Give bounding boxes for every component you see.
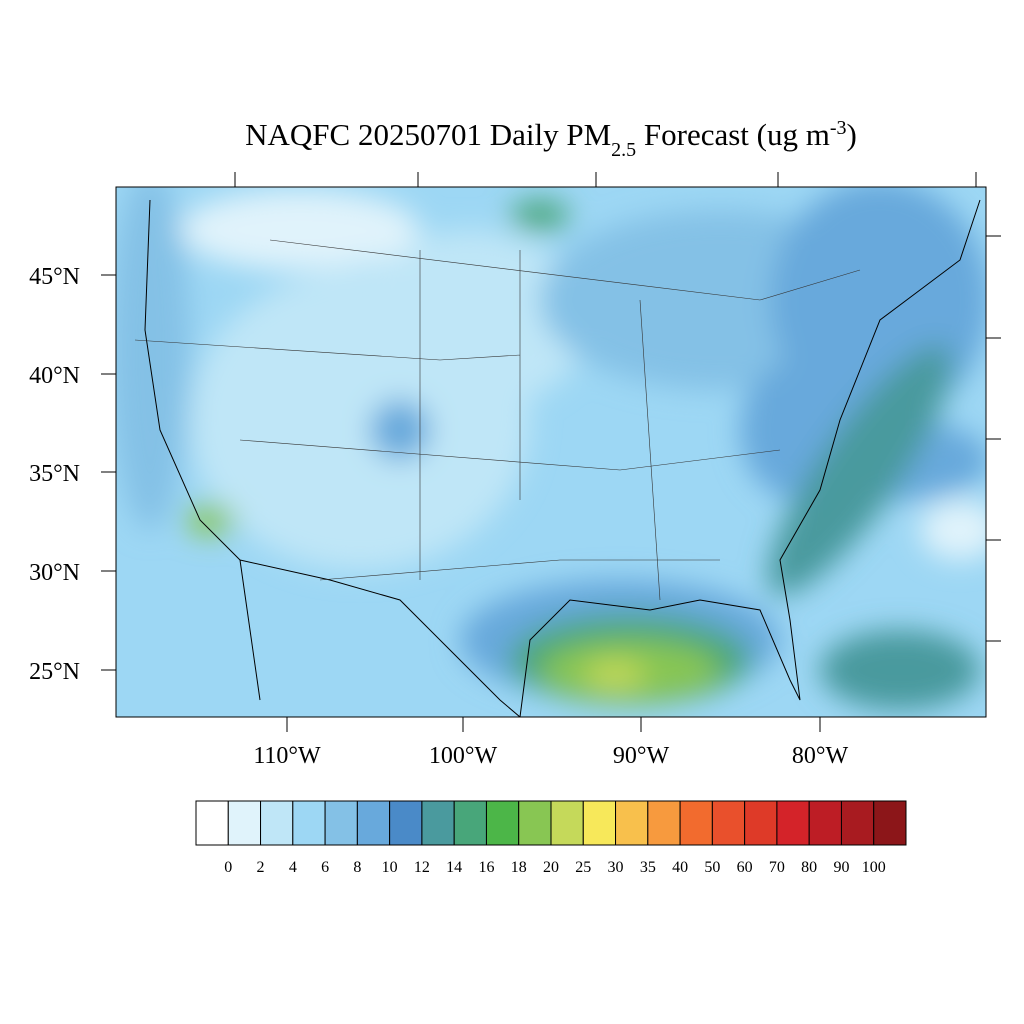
colorbar-label: 6 [321, 859, 329, 876]
title-end: ) [847, 117, 857, 152]
colorbar-box [324, 800, 358, 846]
colorbar-box [615, 800, 649, 846]
colorbar-label: 14 [446, 859, 462, 876]
map-frame [115, 186, 987, 718]
colorbar-box [356, 800, 391, 846]
lat-label: 45°N [29, 264, 80, 290]
lat-label: 40°N [29, 363, 80, 389]
colorbar-label: 60 [737, 859, 753, 876]
colorbar-box [873, 800, 907, 846]
colorbar-label: 16 [478, 859, 494, 876]
colorbar-label: 8 [353, 859, 361, 876]
colorbar-box [195, 800, 229, 846]
colorbar-label: 18 [511, 859, 527, 876]
title: NAQFC 20250701 Daily PM2.5 Forecast (ug … [245, 117, 857, 161]
title-sup: -3 [830, 117, 847, 139]
colorbar-label: 50 [704, 859, 720, 876]
colorbar-box [840, 800, 875, 846]
colorbar-box [227, 800, 262, 846]
colorbar-label: 25 [575, 859, 591, 876]
lon-label: 90°W [613, 743, 670, 769]
lon-label: 80°W [792, 743, 849, 769]
lat-label: 35°N [29, 461, 80, 487]
colorbar-box [582, 800, 617, 846]
colorbar-box [679, 800, 713, 846]
colorbar-box [744, 800, 778, 846]
colorbar-box [518, 800, 552, 846]
colorbar-box [550, 800, 584, 846]
title-sub: 2.5 [611, 139, 636, 161]
colorbar-label: 100 [862, 859, 886, 876]
colorbar-label: 10 [382, 859, 398, 876]
colorbar-label: 2 [257, 859, 265, 876]
lon-label: 100°W [429, 743, 498, 769]
colorbar-label: 4 [289, 859, 297, 876]
colorbar-box [711, 800, 746, 846]
colorbar-box [808, 800, 842, 846]
colorbar-label: 70 [769, 859, 785, 876]
colorbar-label: 40 [672, 859, 688, 876]
colorbar-box [260, 800, 294, 846]
map-ticks [101, 172, 1001, 732]
colorbar-label: 20 [543, 859, 559, 876]
colorbar-label: 80 [801, 859, 817, 876]
colorbar-box [647, 800, 681, 846]
lat-label: 25°N [29, 659, 80, 685]
colorbar-box [453, 800, 487, 846]
colorbar-label: 90 [833, 859, 849, 876]
lat-label: 30°N [29, 560, 80, 586]
colorbar-box [421, 800, 455, 846]
colorbar-box [485, 800, 520, 846]
colorbar-label: 30 [608, 859, 624, 876]
title-main: NAQFC 20250701 Daily PM [245, 117, 611, 152]
title-middle: Forecast (ug m [636, 117, 830, 152]
colorbar-box [292, 800, 326, 846]
map-field [116, 187, 986, 717]
colorbar-box [389, 800, 423, 846]
lon-label: 110°W [253, 743, 321, 769]
colorbar-label: 35 [640, 859, 656, 876]
colorbar-label: 0 [224, 859, 232, 876]
colorbar-box [776, 800, 810, 846]
colorbar-label: 12 [414, 859, 430, 876]
